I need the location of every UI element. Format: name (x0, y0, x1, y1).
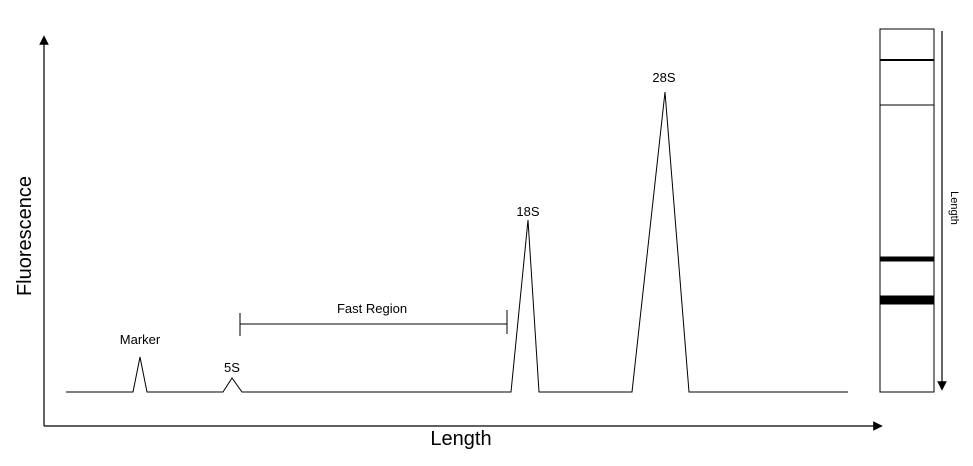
y-axis-label: Fluorescence (14, 176, 36, 296)
fast-region-bracket (239, 310, 508, 336)
x-axis-label: Length (430, 428, 491, 450)
gel-length-label: Length (948, 191, 960, 225)
18s-peak-label: 18S (516, 204, 539, 219)
5s-peak-label: 5S (224, 360, 240, 375)
gel-lane (879, 28, 935, 393)
marker-peak-label: Marker (120, 332, 161, 347)
28s-peak-label: 28S (652, 70, 675, 85)
fluorescence-trace (66, 91, 848, 393)
fast-region-label: Fast Region (337, 301, 407, 316)
